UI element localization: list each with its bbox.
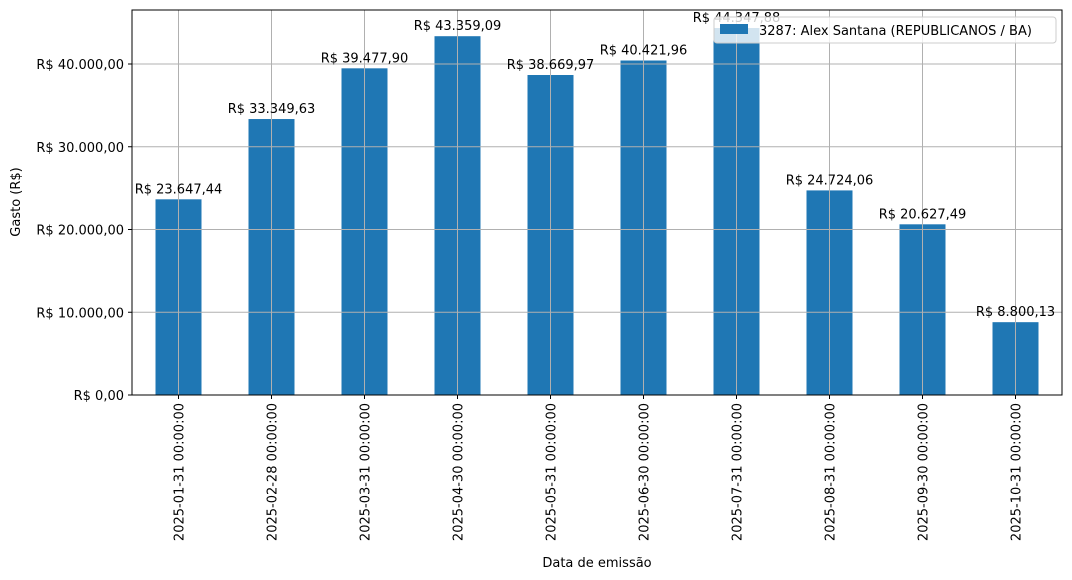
data-label: R$ 23.647,44: [135, 182, 223, 197]
x-tick-label: 2025-03-31 00:00:00: [359, 403, 374, 541]
y-tick-label: R$ 20.000,00: [36, 224, 124, 239]
x-tick-label: 2025-05-31 00:00:00: [545, 403, 560, 541]
x-tick-label: 2025-01-31 00:00:00: [173, 403, 188, 541]
legend-swatch: [720, 24, 748, 34]
y-tick-label: R$ 10.000,00: [36, 306, 124, 321]
plot-frame: [131, 9, 1063, 396]
data-label: R$ 20.627,49: [879, 207, 967, 222]
y-tick-label: R$ 40.000,00: [36, 58, 124, 73]
y-axis-label: Gasto (R$): [9, 167, 24, 236]
grid: [132, 10, 1062, 396]
legend-box: [713, 16, 1057, 44]
x-tick-label: 2025-08-31 00:00:00: [824, 403, 839, 541]
x-tick-label: 2025-02-28 00:00:00: [266, 403, 281, 541]
data-label: R$ 39.477,90: [321, 51, 409, 66]
x-tick-label: 2025-10-31 00:00:00: [1010, 403, 1025, 541]
data-label: R$ 33.349,63: [228, 102, 316, 117]
x-tick-label: 2025-07-31 00:00:00: [731, 403, 746, 541]
legend-label: 3287: Alex Santana (REPUBLICANOS / BA): [759, 24, 1032, 39]
data-label: R$ 24.724,06: [786, 173, 874, 188]
axes: R$ 0,00 R$ 10.000,00 R$ 20.000,00 R$ 30.000…: [36, 58, 1024, 541]
data-label: R$ 8.800,13: [976, 305, 1055, 320]
legend: 3287: Alex Santana (REPUBLICANOS / BA): [713, 16, 1057, 44]
y-tick-label: R$ 30.000,00: [36, 141, 124, 156]
data-label: R$ 43.359,09: [414, 19, 502, 34]
data-label: R$ 40.421,96: [600, 44, 688, 59]
x-tick-label: 2025-09-30 00:00:00: [917, 403, 932, 541]
y-tick-label: R$ 0,00: [74, 389, 124, 404]
x-tick-label: 2025-06-30 00:00:00: [638, 403, 653, 541]
x-tick-label: 2025-04-30 00:00:00: [452, 403, 467, 541]
data-label: R$ 38.669,97: [507, 58, 595, 73]
x-axis-label: Data de emissão: [542, 556, 651, 571]
